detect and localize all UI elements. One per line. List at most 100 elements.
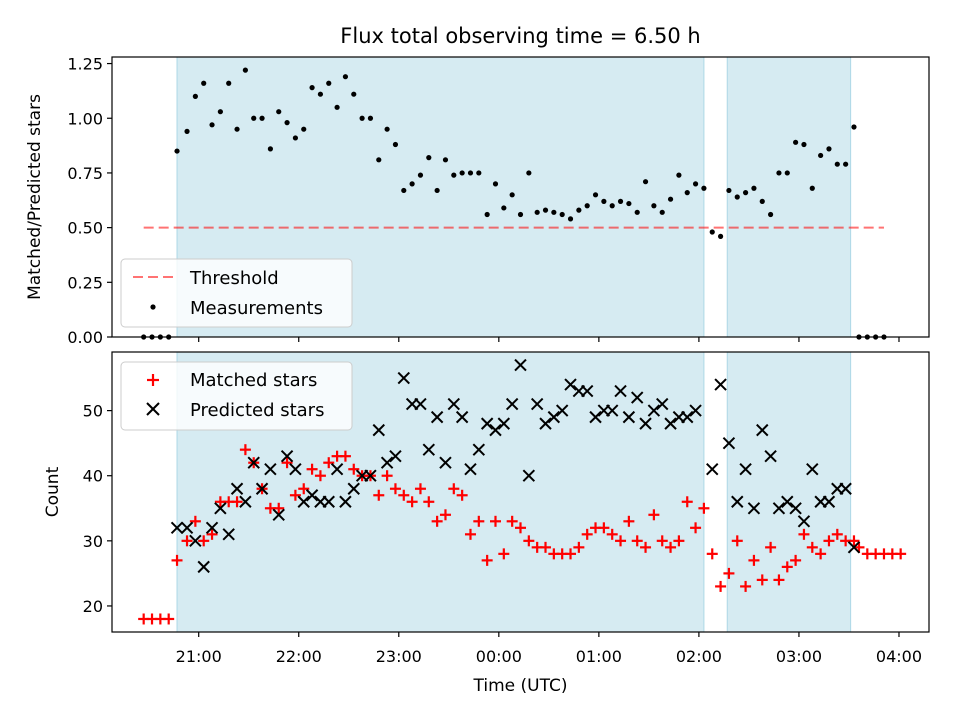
predicted-star-point: [714, 378, 727, 391]
predicted-star-point: [497, 417, 511, 430]
predicted-star-point: [656, 397, 669, 411]
measurement-point: [459, 170, 465, 176]
measurement-point: [734, 194, 740, 200]
predicted-star-point: [170, 521, 184, 535]
matched-star-point: [381, 470, 393, 482]
matched-star-point: [623, 515, 635, 527]
matched-star-point: [464, 528, 476, 540]
predicted-star-point: [530, 397, 544, 411]
predicted-star-point: [330, 463, 344, 476]
matched-star-point: [423, 496, 435, 508]
measurement-point: [701, 185, 707, 191]
legend-predicted-swatch: [146, 402, 160, 416]
matched-star-point: [289, 489, 301, 501]
predicted-star-point: [639, 417, 652, 430]
predicted-star-point: [589, 410, 602, 424]
measurement-point: [601, 198, 607, 204]
measurement-point: [476, 170, 482, 176]
matched-star-point: [339, 450, 351, 462]
x-tick-label: 04:00: [876, 647, 922, 666]
predicted-star-point: [756, 423, 769, 437]
measurement-point: [576, 207, 582, 213]
predicted-star-point: [614, 384, 627, 398]
predicted-star-point: [297, 495, 310, 508]
measurement-point: [809, 185, 815, 191]
matched-star-point: [298, 483, 310, 495]
y-ratio-tick-label: 1.25: [67, 55, 103, 74]
matched-star-point: [756, 574, 768, 586]
predicted-star-point: [239, 495, 252, 508]
measurement-point: [567, 216, 574, 222]
matched-star-point: [163, 613, 175, 625]
predicted-star-point: [664, 417, 677, 430]
predicted-star-point: [622, 410, 636, 424]
predicted-star-point: [205, 521, 219, 535]
matched-star-point: [723, 567, 735, 579]
predicted-star-point: [847, 541, 861, 554]
measurement-point: [864, 334, 870, 340]
predicted-star-point: [839, 482, 852, 495]
matched-star-point: [648, 509, 660, 521]
predicted-star-point: [422, 443, 436, 456]
measurement-point: [292, 135, 299, 141]
predicted-star-point: [731, 495, 744, 508]
matched-star-point: [306, 463, 318, 475]
x-tick-label: 22:00: [276, 647, 322, 666]
legend-matched-swatch: [147, 374, 159, 386]
matched-star-point: [389, 483, 401, 495]
y-ratio-tick-label: 0.75: [67, 164, 103, 183]
predicted-star-point: [322, 495, 335, 508]
predicted-star-point: [430, 410, 444, 424]
measurement-point: [492, 181, 499, 187]
predicted-star-point: [514, 358, 527, 372]
matched-star-point: [806, 541, 818, 553]
measurement-point: [209, 122, 215, 128]
legend-threshold-label: Threshold: [189, 268, 279, 289]
measurement-point: [384, 126, 390, 132]
measurement-point: [157, 334, 163, 340]
matched-star-point: [473, 515, 485, 527]
matched-star-point: [640, 541, 652, 553]
measurement-point: [184, 128, 190, 134]
measurement-point: [326, 80, 332, 86]
predicted-star-point: [289, 463, 302, 476]
matched-star-point: [740, 580, 752, 592]
matched-star-point: [798, 528, 810, 540]
predicted-star-point: [380, 456, 394, 469]
predicted-star-point: [255, 482, 269, 495]
measurement-point: [592, 192, 599, 198]
measurement-point: [166, 334, 172, 340]
measurement-point: [309, 85, 315, 91]
predicted-star-point: [647, 404, 661, 417]
matched-star-point: [698, 502, 710, 514]
measurement-point: [434, 187, 440, 194]
matched-star-point: [823, 535, 835, 547]
measurement-point: [451, 172, 457, 178]
matched-star-point: [206, 528, 218, 540]
x-tick-label: 02:00: [676, 647, 722, 666]
predicted-star-point: [747, 502, 761, 515]
matched-star-point: [815, 548, 827, 560]
predicted-star-point: [681, 410, 694, 424]
measurement-point: [692, 181, 699, 187]
y-ratio-tick-label: 0.00: [67, 328, 103, 347]
predicted-star-point: [222, 528, 235, 541]
matched-star-point: [848, 535, 860, 547]
measurement-point: [201, 80, 207, 86]
legend-predicted-label: Predicted stars: [190, 400, 324, 421]
matched-star-point: [506, 515, 518, 527]
measurement-point: [717, 233, 724, 239]
measurement-point: [409, 181, 415, 187]
measurement-point: [634, 209, 640, 215]
matched-star-point: [523, 535, 535, 547]
matched-star-point: [448, 483, 460, 495]
predicted-star-point: [347, 482, 360, 495]
measurement-point: [873, 334, 879, 340]
predicted-star-point: [739, 463, 752, 476]
measurement-point: [226, 80, 232, 86]
measurement-point: [818, 152, 824, 159]
matched-star-point: [239, 444, 251, 456]
measurement-point: [141, 334, 147, 340]
measurement-point: [551, 209, 557, 215]
matched-star-point: [615, 535, 627, 547]
